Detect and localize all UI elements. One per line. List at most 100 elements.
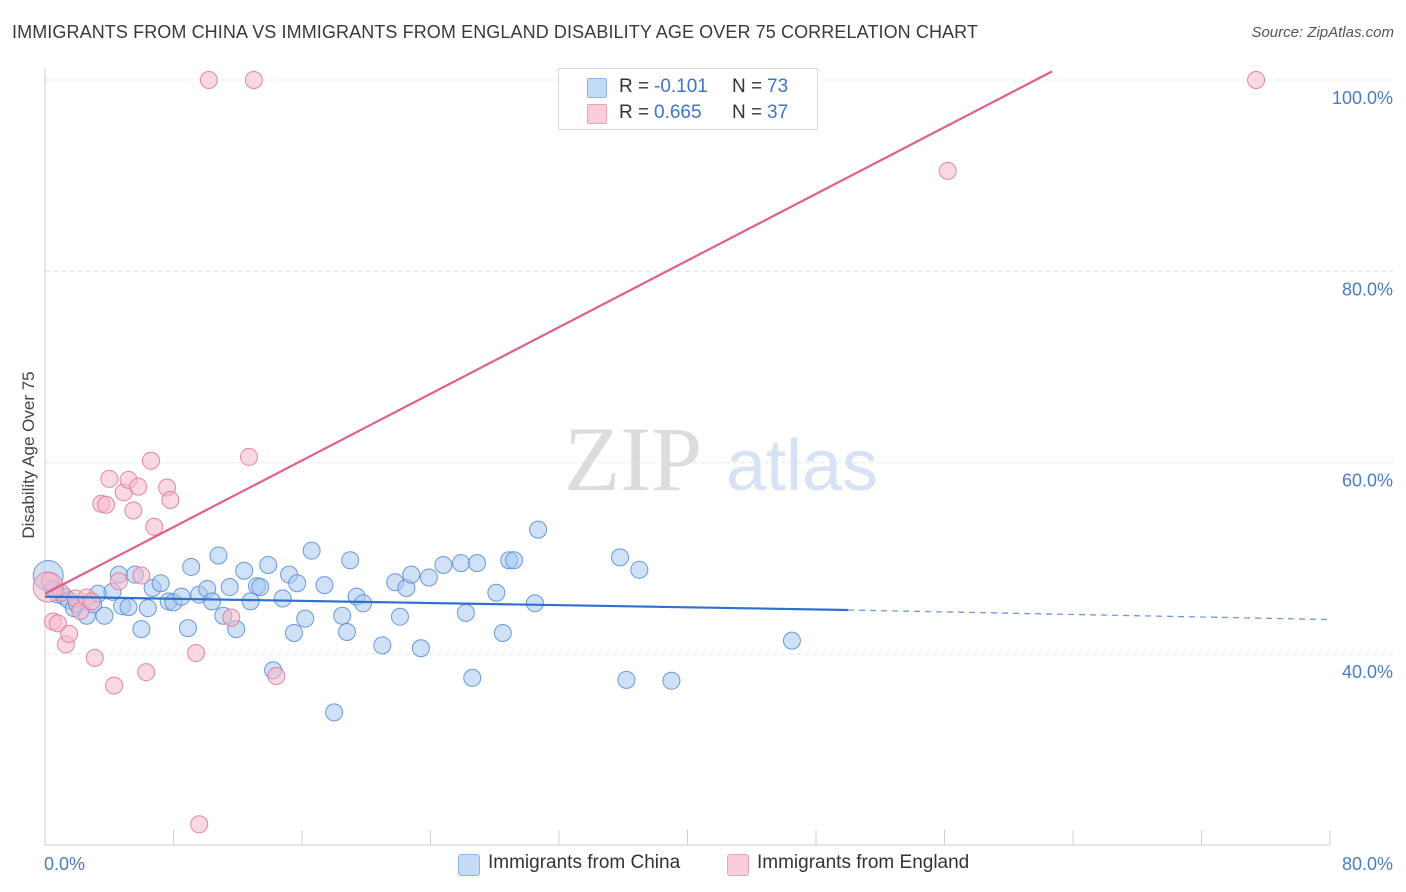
- england-point-26: [186, 644, 205, 663]
- y-tick-label-2: 80.0%: [1342, 279, 1393, 299]
- china-point-24: [182, 557, 201, 576]
- england-point-9: [82, 592, 101, 611]
- england-point-32: [267, 667, 286, 686]
- china-point-22: [172, 587, 191, 606]
- trend-lines: [44, 70, 1331, 621]
- china-point-66: [505, 551, 524, 570]
- china-point-60: [456, 603, 475, 622]
- england-point-18: [124, 501, 143, 520]
- england-r-value: 0.665: [654, 102, 702, 123]
- china-point-62: [468, 554, 487, 573]
- england-point-27: [190, 815, 209, 834]
- series-china-points: [32, 520, 801, 722]
- china-point-14: [119, 598, 138, 617]
- series-legend: Immigrants from China Immigrants from En…: [0, 852, 1406, 878]
- england-n-value: 37: [767, 102, 789, 123]
- legend-china-swatch: [458, 854, 480, 876]
- china-point-10: [95, 606, 114, 625]
- england-point-2: [48, 614, 67, 633]
- china-point-61: [463, 668, 482, 687]
- x-tick-label-0: 0.0%: [44, 854, 85, 874]
- china-point-57: [419, 568, 438, 587]
- china-swatch: [587, 78, 607, 98]
- china-point-43: [302, 541, 321, 560]
- england-point-10: [85, 648, 104, 667]
- x-tick-label-1: 80.0%: [1342, 854, 1393, 874]
- china-point-35: [251, 578, 270, 597]
- china-r-label: R =: [619, 76, 650, 97]
- china-point-45: [325, 703, 344, 722]
- china-point-51: [373, 636, 392, 655]
- england-point-23: [145, 517, 164, 536]
- china-point-73: [782, 631, 801, 650]
- china-point-48: [341, 551, 360, 570]
- y-tick-label-3: 100.0%: [1332, 88, 1393, 108]
- x-tick-labels: 0.0% 80.0%: [44, 854, 1393, 874]
- england-point-13: [100, 469, 119, 488]
- china-point-53: [390, 607, 409, 626]
- england-point-14: [105, 676, 124, 695]
- china-point-46: [333, 606, 352, 625]
- china-point-44: [315, 576, 334, 595]
- england-point-21: [137, 663, 156, 682]
- england-point-25: [161, 490, 180, 509]
- england-point-31: [244, 71, 263, 89]
- england-point-34: [938, 161, 957, 180]
- china-n-value: 73: [767, 76, 789, 97]
- china-point-56: [411, 639, 430, 658]
- china-point-59: [452, 554, 471, 573]
- england-r-label: R =: [619, 102, 650, 123]
- china-point-69: [611, 548, 630, 567]
- china-point-64: [493, 623, 512, 642]
- england-point-29: [222, 608, 241, 627]
- england-point-28: [199, 71, 218, 89]
- china-point-55: [402, 565, 421, 584]
- legend-england-label: Immigrants from England: [757, 852, 970, 873]
- england-point-36: [32, 571, 64, 603]
- china-point-30: [220, 578, 239, 597]
- england-point-15: [109, 572, 128, 591]
- china-point-16: [132, 620, 151, 639]
- y-axis-label: Disability Age Over 75: [19, 371, 38, 538]
- china-point-28: [209, 546, 228, 565]
- china-point-27: [203, 592, 222, 611]
- chart-title: IMMIGRANTS FROM CHINA VS IMMIGRANTS FROM…: [12, 22, 979, 42]
- china-point-32: [235, 561, 254, 580]
- china-trend-extension: [848, 609, 1331, 621]
- china-point-23: [178, 619, 197, 638]
- china-point-38: [273, 589, 292, 608]
- england-point-30: [239, 447, 258, 466]
- china-point-68: [529, 520, 548, 539]
- watermark-atlas: atlas: [726, 426, 878, 506]
- source-label: Source: ZipAtlas.com: [1251, 24, 1394, 41]
- china-point-72: [662, 671, 681, 690]
- legend-england-swatch: [727, 854, 749, 876]
- y-tick-label-0: 40.0%: [1342, 662, 1393, 682]
- watermark-zip: ZIP: [564, 408, 702, 510]
- england-point-5: [60, 624, 79, 643]
- china-n-label: N =: [732, 76, 763, 97]
- england-point-35: [1247, 71, 1266, 89]
- england-swatch: [587, 104, 607, 124]
- england-n-label: N =: [732, 102, 763, 123]
- china-trend-line: [44, 595, 849, 612]
- china-point-19: [151, 574, 170, 593]
- legend-china-label: Immigrants from China: [488, 852, 681, 873]
- correlation-legend: R = -0.101 N = 73 R = 0.665 N = 37: [558, 68, 818, 130]
- y-tick-label-1: 60.0%: [1342, 471, 1393, 491]
- china-point-41: [288, 574, 307, 593]
- series-england-points: [32, 71, 1266, 834]
- china-point-50: [354, 594, 373, 613]
- england-point-19: [129, 477, 148, 496]
- china-point-40: [284, 623, 303, 642]
- china-point-58: [434, 556, 453, 575]
- china-point-71: [630, 560, 649, 579]
- england-point-22: [142, 451, 161, 470]
- england-point-20: [132, 566, 151, 585]
- china-point-33: [241, 592, 260, 611]
- china-point-47: [337, 622, 356, 641]
- china-point-17: [138, 599, 157, 618]
- china-r-value: -0.101: [654, 76, 708, 97]
- china-point-36: [259, 556, 278, 575]
